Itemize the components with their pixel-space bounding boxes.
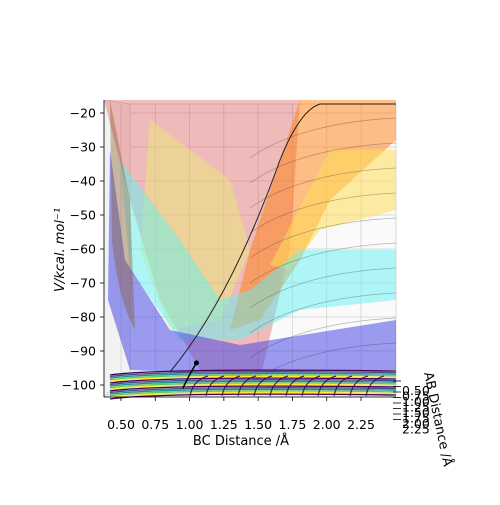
surface-ridge-line — [169, 103, 396, 373]
surface-mesh-curve — [249, 192, 396, 234]
contour-line — [349, 375, 369, 397]
x-tick-label: 0.50 — [107, 417, 135, 432]
trajectory-marker — [193, 360, 199, 366]
z-tick-label: −50 — [70, 208, 96, 223]
trajectory-line — [182, 362, 198, 389]
x-tick-label: 2.25 — [347, 417, 375, 432]
y-tick-label: 2.25 — [402, 422, 430, 437]
surface-mesh-curve — [249, 292, 396, 334]
z-tick-label: −40 — [70, 174, 96, 189]
contour-line — [109, 388, 397, 395]
contour-line — [109, 377, 397, 384]
y-tick-label: 0.75 — [402, 389, 430, 404]
surface-mesh-curve — [249, 267, 396, 309]
x-tick-label: 1.75 — [279, 417, 307, 432]
contour-line — [333, 375, 353, 397]
x-tick-label: 1.00 — [176, 417, 204, 432]
surface-mesh-curve — [249, 317, 396, 359]
y-tick-label: 1.50 — [402, 405, 430, 420]
y-tick-label: 1.25 — [402, 400, 430, 415]
contour-line — [365, 375, 385, 397]
contour-line — [109, 371, 397, 378]
z-tick-label: −70 — [70, 276, 96, 291]
contour-line — [109, 382, 397, 389]
surface-band-blue — [108, 150, 396, 372]
y-tick-label: 2.00 — [402, 416, 430, 431]
contour-line — [109, 374, 397, 381]
contour-line — [221, 375, 241, 397]
z-tick-label: −30 — [70, 140, 96, 155]
contour-line — [109, 387, 397, 394]
x-tick-label: 0.75 — [141, 417, 169, 432]
x-tick-label: 1.25 — [210, 417, 238, 432]
z-tick-label: −60 — [70, 242, 96, 257]
contour-line — [109, 385, 397, 392]
contour-line — [253, 375, 273, 397]
surface — [104, 100, 396, 384]
surface-mesh-curve — [249, 167, 396, 209]
contour-line — [109, 372, 397, 379]
contour-line — [205, 375, 225, 397]
surface-mesh-curve — [249, 217, 396, 259]
x-tick-label: 1.50 — [244, 417, 272, 432]
contour-line — [109, 369, 397, 376]
contour-line — [109, 390, 397, 397]
x-tick-label: 2.00 — [313, 417, 341, 432]
x-axis-label: BC Distance /Å — [193, 433, 289, 449]
surface-band-cyan — [120, 160, 396, 340]
contour-line — [269, 375, 289, 397]
trajectory — [182, 360, 199, 389]
y-tick-label: 1.75 — [402, 411, 430, 426]
y-tick-label: 0.50 — [402, 383, 430, 398]
z-tick-label: −90 — [70, 344, 96, 359]
contour-line — [301, 375, 321, 397]
y-tick-label: 1.00 — [402, 394, 430, 409]
surface-wall-left — [110, 100, 135, 330]
z-axis-label: V/kcal. mol⁻¹ — [53, 208, 68, 292]
surface-mesh-curve — [249, 117, 396, 159]
z-tick-label: −80 — [70, 310, 96, 325]
contour-line — [109, 379, 397, 386]
surface-mesh-curve — [249, 242, 396, 284]
contour-line — [189, 375, 209, 397]
contour-line — [317, 375, 337, 397]
z-tick-label: −100 — [62, 378, 96, 393]
surface-band-yellow — [270, 150, 396, 270]
surface-mesh-curve — [249, 142, 396, 184]
contour-line — [109, 380, 397, 387]
contour-line — [285, 375, 305, 397]
z-tick-label: −20 — [70, 106, 96, 121]
contour-line — [237, 375, 257, 397]
